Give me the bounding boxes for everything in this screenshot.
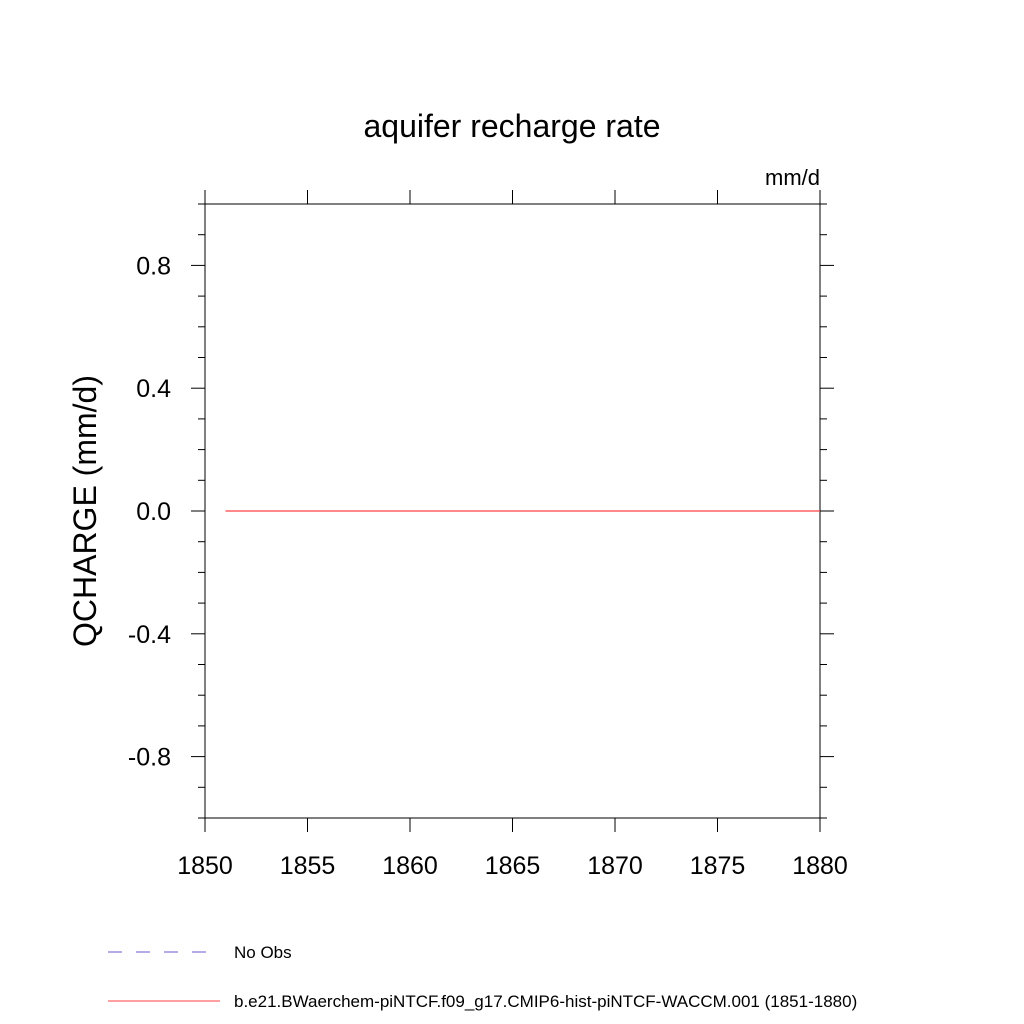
x-tick-label: 1865 <box>485 852 541 880</box>
x-tick-label: 1850 <box>177 852 233 880</box>
y-tick-label: -0.4 <box>128 621 171 649</box>
chart-title: aquifer recharge rate <box>363 108 660 144</box>
legend-label: b.e21.BWaerchem-piNTCF.f09_g17.CMIP6-his… <box>234 992 857 1011</box>
y-tick-label: -0.8 <box>128 744 171 772</box>
y-axis-label: QCHARGE (mm/d) <box>67 375 103 647</box>
legend-label: No Obs <box>234 943 292 962</box>
x-tick-label: 1855 <box>280 852 336 880</box>
x-tick-label: 1870 <box>587 852 643 880</box>
y-tick-label: 0.4 <box>136 375 171 403</box>
units-label: mm/d <box>765 165 820 190</box>
y-tick-label: 0.0 <box>136 498 171 526</box>
x-tick-label: 1880 <box>792 852 848 880</box>
axis-ticks <box>191 190 834 832</box>
tick-labels: 1850 1855 1860 1865 1870 1875 1880 -0.8 -0.4 0.0 0… <box>128 252 848 880</box>
x-tick-label: 1860 <box>382 852 438 880</box>
x-tick-label: 1875 <box>690 852 746 880</box>
y-tick-label: 0.8 <box>136 252 171 280</box>
legend: No Obs b.e21.BWaerchem-piNTCF.f09_g17.CMI… <box>108 943 857 1011</box>
